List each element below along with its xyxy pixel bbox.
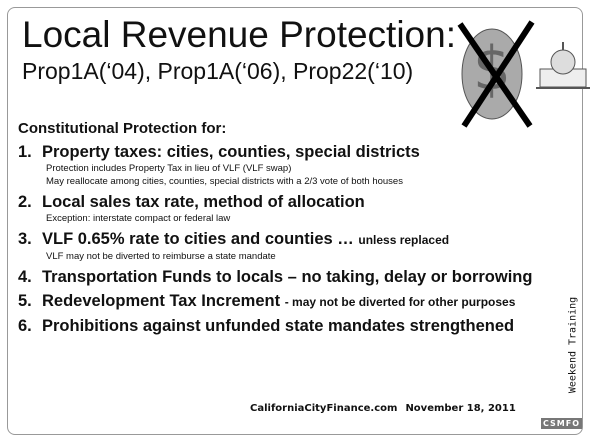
item-note: Exception: interstate compact or federal…	[46, 212, 566, 225]
item-text: Transportation Funds to locals – no taki…	[42, 268, 532, 287]
list-item: 4.Transportation Funds to locals – no ta…	[18, 268, 566, 287]
title: Local Revenue Protection:	[22, 14, 456, 56]
list: 1.Property taxes: cities, counties, spec…	[18, 143, 566, 336]
list-item: 1.Property taxes: cities, counties, spec…	[18, 143, 566, 162]
item-number: 5.	[18, 292, 42, 312]
item-main: Local sales tax rate, method of allocati…	[42, 193, 365, 211]
subtitle: Prop1A(‘04), Prop1A(‘06), Prop22(‘10)	[22, 58, 413, 85]
footer: CaliforniaCityFinance.com November 18, 20…	[250, 403, 524, 414]
item-qualifier: unless replaced	[358, 233, 449, 247]
item-note: Protection includes Property Tax in lieu…	[46, 162, 566, 175]
item-number: 4.	[18, 268, 42, 287]
illustration: $	[440, 14, 590, 134]
list-item: 3.VLF 0.65% rate to cities and counties …	[18, 230, 566, 250]
item-number: 6.	[18, 317, 42, 336]
list-item: 6.Prohibitions against unfunded state ma…	[18, 317, 566, 336]
item-main: Redevelopment Tax Increment	[42, 292, 280, 310]
item-note: VLF may not be diverted to reimburse a s…	[46, 250, 566, 263]
list-item: 2.Local sales tax rate, method of alloca…	[18, 193, 566, 212]
item-note: May reallocate among cities, counties, s…	[46, 175, 566, 188]
item-main: Transportation Funds to locals – no taki…	[42, 268, 532, 286]
list-item: 5.Redevelopment Tax Increment - may not …	[18, 292, 566, 312]
item-main: VLF 0.65% rate to cities and counties …	[42, 230, 354, 248]
item-text: Prohibitions against unfunded state mand…	[42, 317, 514, 336]
item-text: Property taxes: cities, counties, specia…	[42, 143, 420, 162]
item-main: Property taxes: cities, counties, specia…	[42, 143, 420, 161]
item-number: 1.	[18, 143, 42, 162]
date: November 18, 2011	[405, 403, 515, 414]
item-main: Prohibitions against unfunded state mand…	[42, 317, 514, 335]
item-text: VLF 0.65% rate to cities and counties … …	[42, 230, 449, 250]
heading: Constitutional Protection for:	[18, 120, 566, 137]
item-qualifier: - may not be diverted for other purposes	[285, 295, 516, 309]
item-number: 2.	[18, 193, 42, 212]
logo: CSMFO	[541, 418, 582, 429]
item-number: 3.	[18, 230, 42, 250]
item-text: Redevelopment Tax Increment - may not be…	[42, 292, 515, 312]
item-text: Local sales tax rate, method of allocati…	[42, 193, 365, 212]
slide: Local Revenue Protection: Prop1A(‘04), P…	[0, 0, 592, 444]
content: Constitutional Protection for: 1.Propert…	[18, 120, 566, 336]
side-label: Weekend Training	[568, 297, 579, 393]
website: CaliforniaCityFinance.com	[250, 403, 397, 414]
